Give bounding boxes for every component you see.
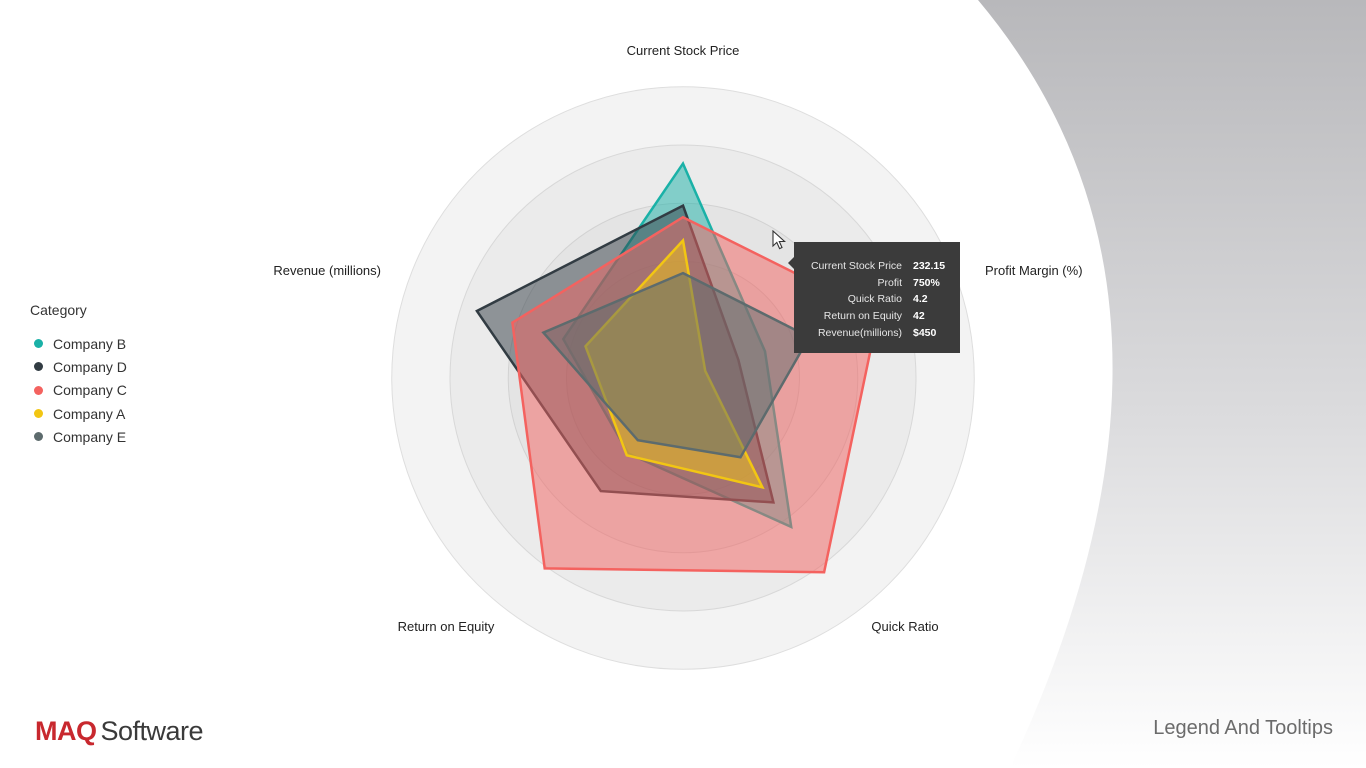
tooltip-key: Revenue(millions): [817, 326, 902, 339]
radar-series-company-e[interactable]: [541, 271, 812, 459]
tooltip-value: 4.2: [913, 293, 928, 306]
legend-item[interactable]: Company C: [30, 379, 127, 402]
radar-axis-labels: Current Stock Price Profit Margin (%) Quic…: [273, 43, 1082, 634]
legend-item-label: Company B: [53, 335, 127, 352]
legend-item-label: Company A: [53, 405, 126, 422]
brand-logo: MAQ Software: [35, 716, 204, 747]
legend: Category Company B Company D Company C Comp…: [30, 302, 127, 448]
legend-item[interactable]: Company D: [30, 355, 127, 378]
legend-marker-icon: [34, 385, 43, 395]
tooltip-key: Return on Equity: [823, 310, 902, 323]
tooltip-arrow: [788, 257, 794, 269]
mouse-pointer-icon: [772, 230, 786, 250]
legend-item[interactable]: Company B: [30, 332, 127, 355]
tooltip-value: 232.15: [913, 260, 946, 273]
tooltip-value: $450: [913, 326, 937, 339]
legend-items: Company B Company D Company C Company A Comp…: [30, 332, 127, 448]
legend-item-label: Company E: [53, 428, 127, 445]
legend-item[interactable]: Company A: [30, 402, 127, 425]
radar-series: [475, 161, 880, 574]
brand-logo-software: Software: [100, 716, 204, 746]
axis-label: Profit Margin (%): [985, 263, 1083, 278]
slide-title: Legend And Tooltips: [1153, 717, 1333, 739]
tooltip-value: 42: [913, 310, 925, 323]
legend-item-label: Company D: [53, 358, 127, 375]
tooltip-row: Quick Ratio 4.2: [794, 291, 960, 308]
legend-marker-icon: [34, 432, 43, 442]
legend-marker-icon: [34, 339, 43, 349]
axis-label: Current Stock Price: [627, 43, 740, 58]
legend-marker-icon: [34, 409, 43, 419]
legend-item-label: Company C: [53, 382, 127, 399]
tooltip-row: Profit 750%: [794, 275, 960, 292]
tooltip: Current Stock Price 232.15 Profit 750% Quick…: [794, 242, 960, 353]
legend-marker-icon: [34, 362, 43, 372]
tooltip-row: Return on Equity 42: [794, 308, 960, 325]
brand-logo-maq: MAQ: [35, 716, 97, 746]
tooltip-key: Current Stock Price: [810, 260, 902, 273]
axis-label: Quick Ratio: [871, 619, 938, 634]
legend-title: Category: [30, 302, 87, 318]
tooltip-row: Current Stock Price 232.15: [794, 258, 960, 275]
tooltip-key: Quick Ratio: [847, 293, 902, 306]
axis-label: Revenue (millions): [273, 263, 381, 278]
tooltip-value: 750%: [913, 276, 940, 289]
legend-item[interactable]: Company E: [30, 425, 127, 448]
tooltip-key: Profit: [877, 276, 902, 289]
axis-label: Return on Equity: [398, 619, 495, 634]
background-swoosh: [978, 0, 1366, 768]
tooltip-row: Revenue(millions) $450: [794, 324, 960, 341]
